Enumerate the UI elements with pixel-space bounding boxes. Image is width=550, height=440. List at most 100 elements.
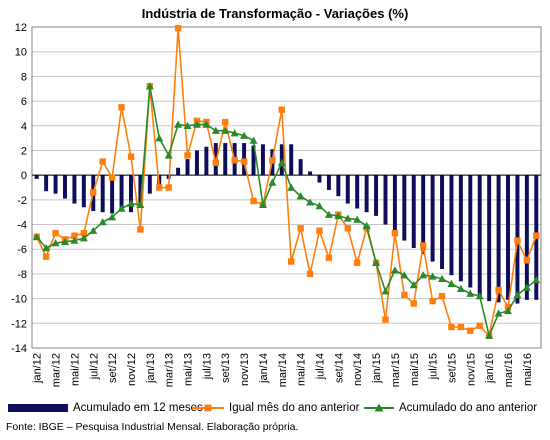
x-tick-label: mar/12: [51, 353, 63, 387]
bar: [402, 175, 407, 241]
monthly-point: [429, 297, 436, 305]
legend-swatch-bars: [8, 404, 68, 412]
monthly-point: [467, 327, 474, 334]
bar: [496, 175, 501, 303]
ytd-point: [174, 120, 183, 128]
ytd-point: [353, 215, 362, 223]
monthly-point: [269, 157, 276, 164]
x-tick-label: mai/12: [69, 353, 81, 386]
monthly-point: [42, 253, 50, 260]
monthly-point: [495, 286, 502, 294]
bar: [506, 175, 510, 300]
monthly-point: [184, 152, 191, 159]
monthly-point: [240, 158, 248, 165]
bar: [355, 175, 360, 209]
ytd-point: [522, 283, 531, 291]
x-tick-label: set/13: [220, 353, 232, 383]
monthly-point: [90, 189, 97, 196]
ytd-point: [277, 158, 286, 167]
ytd-point: [296, 192, 305, 200]
monthly-point: [137, 226, 144, 233]
x-tick-label: jul/14: [314, 353, 326, 380]
ytd-point: [164, 151, 173, 159]
monthly-point: [99, 158, 106, 165]
bar: [81, 175, 86, 208]
x-tick-label: jan/12: [32, 353, 44, 384]
bar: [345, 175, 350, 204]
monthly-point: [316, 227, 323, 234]
ytd-point: [315, 202, 324, 210]
ytd-point: [117, 204, 126, 212]
bar: [223, 143, 228, 176]
monthly-point: [448, 323, 455, 331]
ytd-point: [447, 279, 456, 287]
monthly-point: [382, 316, 389, 323]
monthly-point: [156, 184, 163, 191]
bar: [147, 175, 152, 194]
ytd-point: [79, 234, 88, 242]
ytd-point: [466, 289, 475, 297]
bar: [411, 175, 416, 248]
bar: [100, 175, 105, 213]
bar: [477, 175, 482, 297]
y-tick-label: -10: [11, 294, 27, 306]
monthly-point: [80, 229, 88, 237]
y-tick-label: 10: [15, 47, 27, 59]
ytd-point: [400, 271, 409, 279]
bar: [53, 175, 58, 194]
x-tick-label: jan/15: [371, 353, 383, 384]
y-tick-label: -12: [11, 318, 27, 330]
bar: [44, 175, 49, 192]
monthly-point: [344, 225, 351, 232]
x-tick-label: jan/16: [484, 353, 496, 384]
x-tick-label: mar/15: [390, 353, 402, 387]
bar: [383, 175, 388, 225]
y-tick-label: 12: [15, 22, 27, 34]
bar: [487, 175, 492, 302]
ytd-point: [211, 126, 220, 134]
source-note: Fonte: IBGE – Pesquisa Industrial Mensal…: [6, 421, 299, 433]
ytd-point: [136, 200, 145, 208]
chart-title: Indústria de Transformação - Variações (…: [141, 6, 409, 21]
monthly-point: [71, 232, 78, 239]
x-tick-label: mar/14: [277, 353, 289, 387]
ytd-point: [51, 239, 60, 247]
monthly-point: [419, 242, 427, 249]
bar: [176, 167, 181, 176]
monthly-point: [108, 174, 116, 181]
ytd-point: [192, 120, 201, 128]
legend-item-monthly: Igual mês do ano anterior: [192, 402, 359, 414]
monthly-point: [325, 254, 333, 262]
bar: [213, 143, 218, 176]
y-tick-label: -4: [17, 220, 27, 232]
ytd-point: [60, 237, 69, 246]
ytd-point: [428, 272, 437, 280]
plot-frame: [31, 26, 542, 349]
bar: [336, 175, 341, 197]
monthly-point: [533, 232, 540, 239]
monthly-point: [52, 229, 59, 237]
monthly-point: [288, 258, 295, 265]
bar: [468, 175, 473, 288]
y-tick-label: -6: [17, 244, 27, 256]
bar: [289, 144, 294, 176]
bar: [430, 175, 435, 262]
legend-label-bars: Acumulado em 12 meses: [73, 402, 203, 414]
x-tick-label: jan/14: [258, 353, 270, 384]
legend-label-ytd: Acumulado do ano anterior: [399, 402, 538, 414]
x-tick-label: mai/16: [522, 353, 534, 386]
bar: [524, 175, 529, 300]
y-tick-label: -2: [17, 195, 27, 207]
x-tick-label: set/12: [107, 353, 119, 383]
ytd-point: [240, 131, 249, 139]
ytd-point: [98, 218, 107, 226]
ytd-point: [362, 221, 371, 229]
ytd-point: [155, 134, 164, 142]
ytd-point: [32, 232, 41, 241]
y-tick-label: 2: [21, 145, 27, 157]
ytd-point: [42, 243, 51, 252]
ytd-point: [343, 214, 352, 222]
bar: [317, 175, 322, 183]
y-tick-label: 4: [21, 121, 27, 133]
